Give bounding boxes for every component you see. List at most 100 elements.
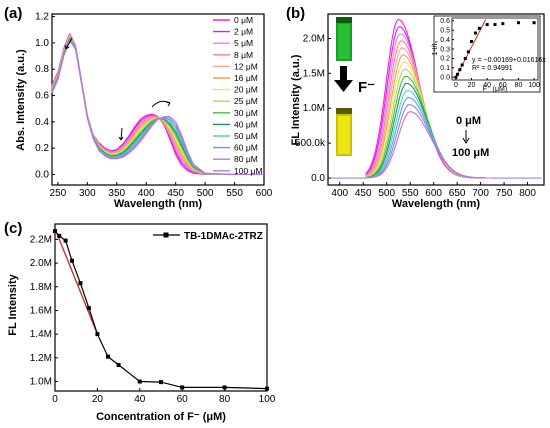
data-point [106, 354, 110, 359]
x-tick-label: 550 [226, 188, 243, 199]
fluoride-arrow-head [334, 80, 353, 92]
inset-point [455, 72, 459, 76]
data-point [69, 258, 74, 263]
legend-label: 16 μM [234, 73, 258, 83]
ticks-c: 0 20 40 60 80 100 1.0M 1.2M 1.4M 1.6M 1.8M 2.0M 2.2M [30, 234, 276, 405]
plot-frame-b [327, 13, 545, 186]
series-line [51, 34, 264, 176]
legend-label: 20 μM [234, 85, 258, 95]
legend-c-label: TB-1DMAc-2TRZ [184, 231, 263, 242]
x-tick-label: 20 [468, 82, 476, 89]
x-tick-label: 650 [449, 188, 466, 199]
legend-label: 2 μM [234, 27, 253, 37]
legend-label: 100 μM [234, 166, 263, 176]
inset-point [532, 21, 536, 25]
series-line [51, 39, 264, 176]
y-tick-label: 0.2 [35, 143, 49, 154]
chart-b: 400 450 500 550 600 650 700 750 8000.0500.0k1.0M… [290, 13, 546, 210]
legend-label: 25 μM [234, 96, 258, 106]
fluoride-arrow-shaft [340, 66, 347, 82]
data-point [222, 385, 227, 390]
x-tick-label: 550 [402, 188, 419, 199]
series-group-a [51, 33, 264, 176]
legend-label: 5 μM [234, 38, 253, 48]
chart-c: 0 20 40 60 80 100 1.0M 1.2M 1.4M 1.6M 1.8M 2.0M 2.2M… [7, 223, 276, 423]
arrow-down-350 [120, 127, 123, 141]
x-tick-label: 100 [528, 82, 540, 89]
series-line [51, 33, 264, 176]
data-point [159, 380, 163, 385]
y-tick-label: 2.0M [303, 33, 325, 44]
x-tick-label: 600 [256, 188, 273, 199]
x-tick-label: 0 [52, 394, 58, 405]
x-tick-label: 400 [138, 188, 155, 199]
arrow-head-a3 [165, 101, 171, 107]
series-line [51, 34, 264, 176]
data-point [137, 379, 142, 384]
y-tick-label: 0.4 [440, 37, 450, 44]
plot-frame-c [54, 223, 268, 392]
x-tick-label: 100 [259, 394, 276, 405]
y-axis-label-a: Abs. Intensity (a.u.) [15, 49, 27, 151]
legend-label: 50 μM [234, 131, 258, 141]
y-tick-label: 0.2 [440, 56, 450, 63]
x-tick-label: 40 [134, 394, 146, 405]
ann-100-um: 100 μM [452, 147, 489, 159]
data-point [95, 332, 100, 337]
y-tick-label: 1.2 [35, 12, 49, 23]
inset-point [493, 23, 497, 27]
y-tick-label: 500.0k [295, 138, 326, 149]
series-group-b [330, 19, 542, 179]
y-tick-label: 1.8M [30, 282, 52, 293]
inset-point [470, 39, 474, 43]
y-tick-label: 0.4 [35, 117, 49, 128]
vial-after-solution [338, 116, 350, 154]
series-line [51, 33, 264, 176]
inset-point [477, 26, 481, 30]
legend-label: 80 μM [234, 154, 258, 164]
inset-point [473, 31, 477, 35]
ticks-a: 250 300 350 400 450 500 550 600 0.0 0.2 0.4 0.6 0.8 1… [35, 12, 273, 199]
x-tick-label: 700 [472, 188, 489, 199]
x-tick-label: 300 [79, 188, 96, 199]
x-tick-label: 450 [355, 188, 372, 199]
x-tick-label: 20 [92, 394, 104, 405]
legend-label: 12 μM [234, 61, 258, 71]
series-line [51, 35, 264, 176]
inset-point [463, 56, 467, 60]
fluoride-label: F⁻ [358, 79, 375, 96]
y-tick-label: 1.5M [303, 68, 325, 79]
series-line [51, 38, 264, 176]
y-axis-label-b: FL Intensity (a.u.) [290, 54, 302, 145]
y-tick-label: 0.0 [311, 173, 325, 184]
legend-label: 60 μM [234, 143, 258, 153]
y-tick-label: 0.8 [35, 64, 49, 75]
data-point [53, 229, 57, 234]
legend-label: 30 μM [234, 108, 258, 118]
series-line [51, 37, 264, 176]
y-tick-label: 1.0M [303, 103, 325, 114]
x-axis-label-c: Concentration of F⁻ (μM) [96, 411, 226, 423]
inset-point [485, 23, 489, 27]
x-tick-label: 80 [219, 394, 231, 405]
series-line [51, 38, 264, 176]
x-axis-label-b: Wavelength (nm) [392, 198, 481, 210]
series-line [51, 35, 264, 176]
y-tick-label: 0.0 [440, 74, 450, 81]
inset-x-label: F⁻ (μM) [483, 86, 507, 93]
y-tick-label: 0.0 [35, 169, 49, 180]
legend-label: 8 μM [234, 50, 253, 60]
series-line [365, 111, 490, 179]
vial-before-cap [336, 17, 352, 23]
inset-fit-equation: y = −0.00169+0.01616x [472, 57, 546, 64]
x-axis-label-a: Wavelength (nm) [114, 198, 203, 210]
inset-point [458, 68, 462, 72]
x-tick-label: 250 [50, 188, 67, 199]
legend-c-marker [163, 232, 169, 238]
y-tick-label: 1.4M [30, 329, 52, 340]
series-line [51, 39, 264, 176]
series-line [51, 37, 264, 176]
data-point [78, 281, 83, 286]
x-tick-label: 60 [177, 394, 189, 405]
